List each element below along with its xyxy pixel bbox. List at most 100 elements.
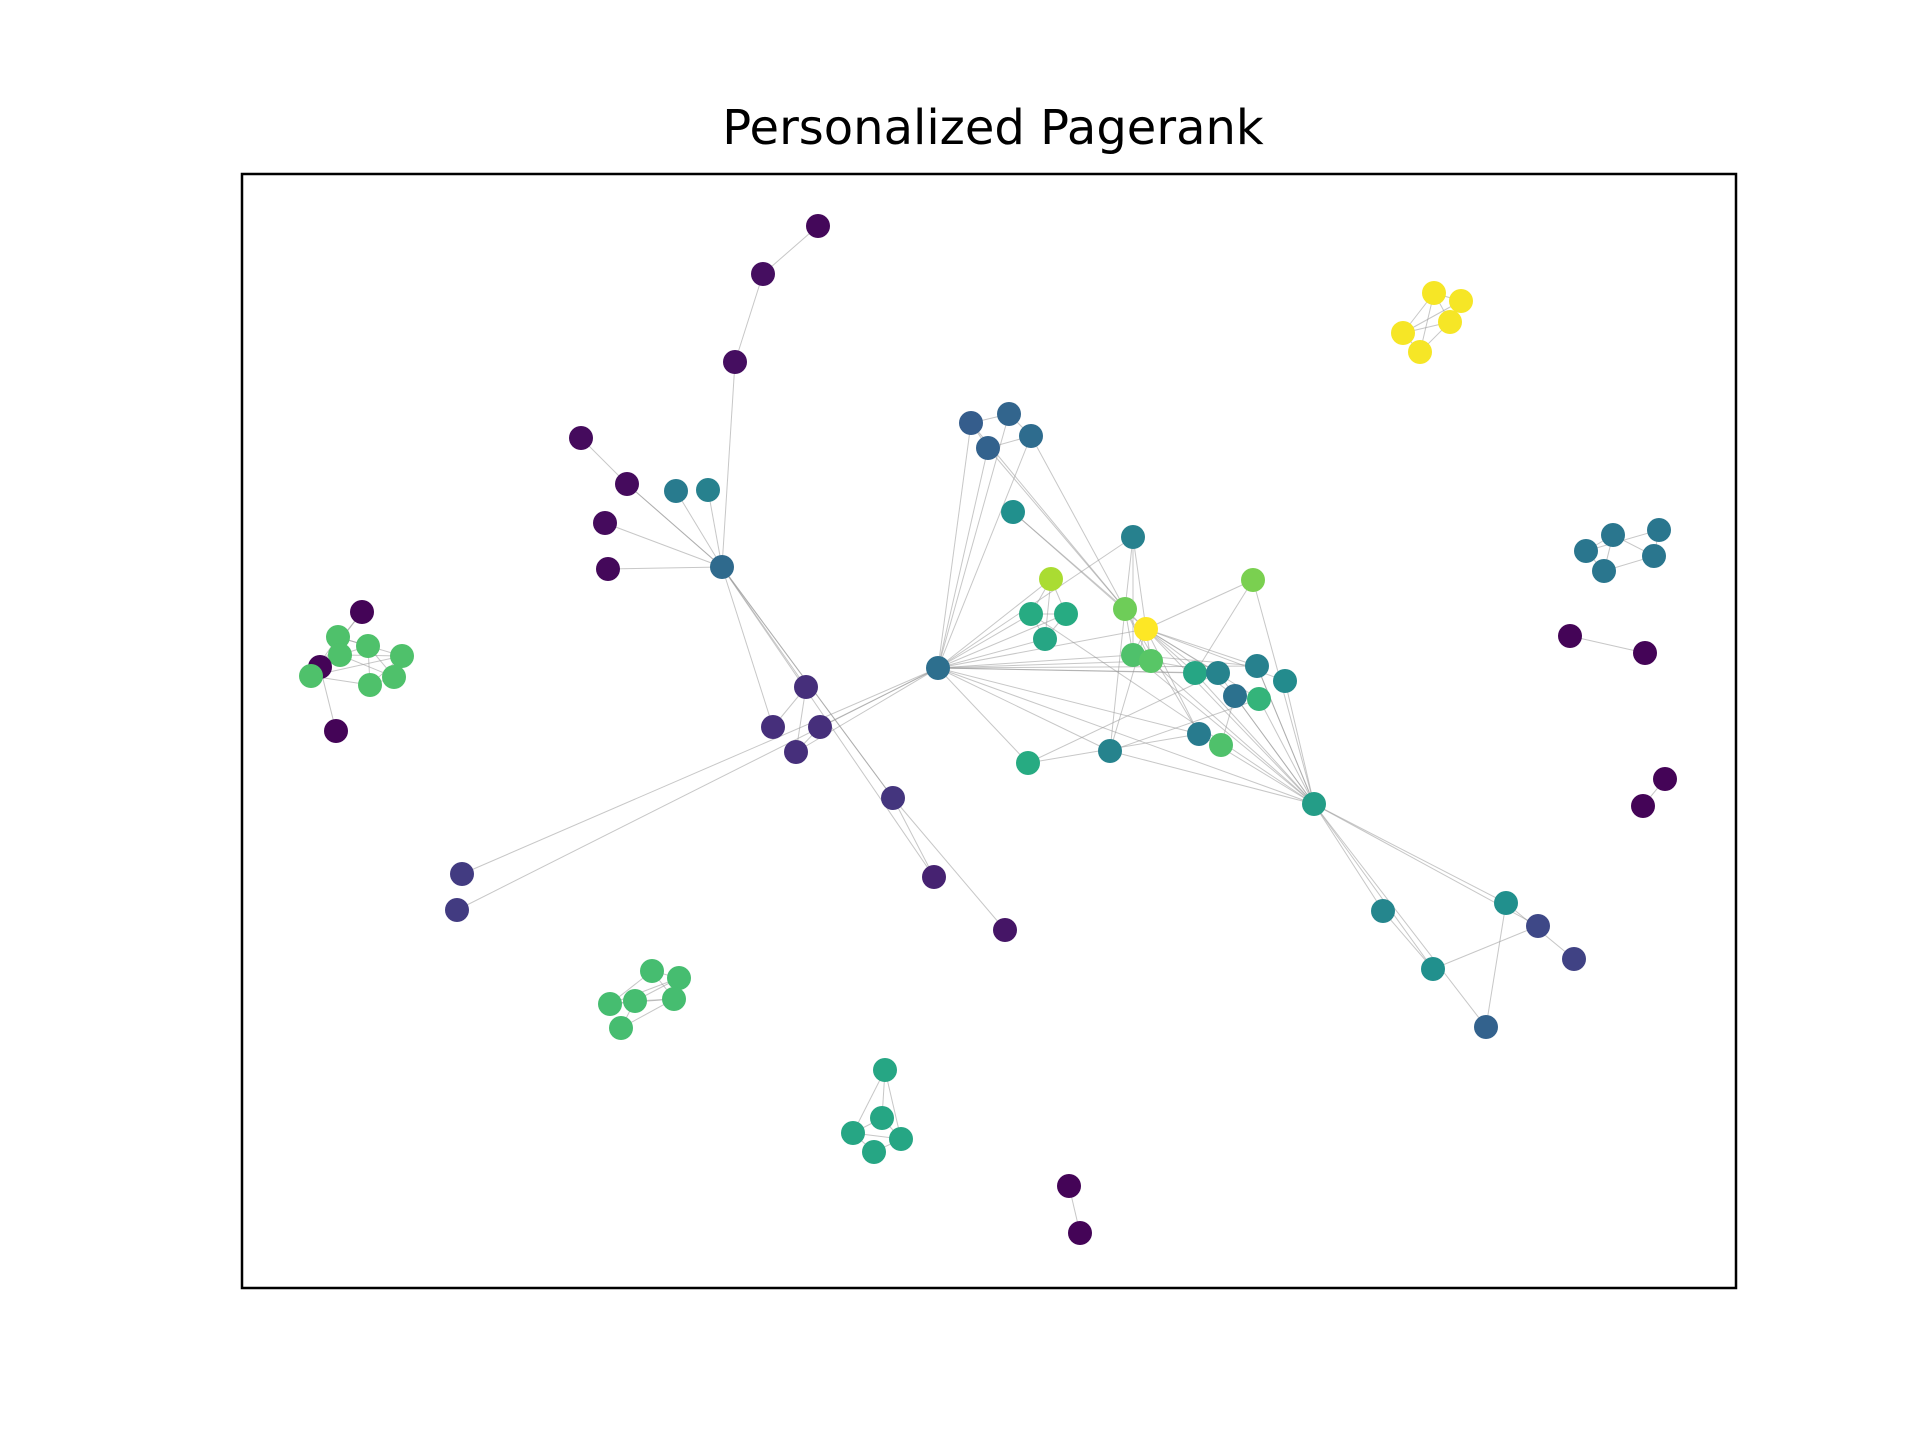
graph-edge	[1313, 803, 1487, 1028]
graph-node	[1033, 627, 1057, 651]
graph-node	[664, 479, 688, 503]
graph-node	[1187, 722, 1211, 746]
graph-edge	[937, 667, 1111, 752]
graph-edge	[675, 490, 723, 568]
graph-edge	[937, 413, 1010, 669]
graph-node	[761, 715, 785, 739]
graph-node	[1449, 289, 1473, 313]
graph-node	[1653, 767, 1677, 791]
graph-node	[598, 992, 622, 1016]
graph-node	[382, 665, 406, 689]
graph-edge	[937, 447, 989, 669]
graph-edge	[1124, 536, 1134, 610]
graph-node	[1019, 602, 1043, 626]
graph-node	[1647, 518, 1671, 542]
graph-node	[1241, 568, 1265, 592]
graph-node	[710, 555, 734, 579]
graph-edge	[1194, 672, 1315, 805]
graph-edge	[1030, 613, 1315, 805]
graph-node	[615, 472, 639, 496]
graph-edge	[1132, 536, 1147, 630]
graph-node	[1223, 684, 1247, 708]
graph-edge	[892, 797, 935, 878]
graph-edge	[1382, 910, 1434, 970]
nodes-group	[299, 214, 1677, 1245]
graph-node	[696, 478, 720, 502]
graph-node	[445, 898, 469, 922]
graph-node	[596, 557, 620, 581]
graph-edge	[1145, 628, 1258, 667]
graph-edge	[1132, 654, 1315, 805]
graph-node	[922, 865, 946, 889]
graph-edge	[937, 638, 1046, 669]
graph-node	[889, 1127, 913, 1151]
graph-node	[751, 262, 775, 286]
graph-edge	[937, 660, 1152, 669]
graph-node	[1562, 947, 1586, 971]
graph-edge	[626, 483, 723, 568]
graph-edge	[892, 797, 1006, 931]
graph-node	[806, 214, 830, 238]
graph-node	[862, 1140, 886, 1164]
graph-edge	[734, 273, 764, 363]
graph-edge	[607, 566, 723, 570]
graph-node	[1057, 1174, 1081, 1198]
graph-node	[870, 1106, 894, 1130]
graph-edge	[987, 447, 1126, 610]
graph-node	[350, 600, 374, 624]
graph-node	[841, 1121, 865, 1145]
graph-edge	[937, 536, 1134, 669]
graph-node	[1183, 661, 1207, 685]
graph-node	[667, 966, 691, 990]
graph-node	[1558, 624, 1582, 648]
graph-node	[723, 350, 747, 374]
graph-edge	[1485, 902, 1507, 1028]
graph-edge	[721, 361, 736, 568]
graph-node	[1016, 751, 1040, 775]
graph-edge	[1145, 628, 1200, 735]
graph-edge	[1150, 660, 1315, 805]
graph-node	[358, 673, 382, 697]
graph-node	[1302, 792, 1326, 816]
graph-node	[873, 1058, 897, 1082]
graph-node	[1601, 523, 1625, 547]
graph-edge	[707, 489, 723, 568]
graph-node	[390, 644, 414, 668]
graph-node	[326, 625, 350, 649]
graph-node	[1209, 733, 1233, 757]
graph-node	[1422, 281, 1446, 305]
graph-edge	[1030, 435, 1126, 610]
graph-node	[1098, 739, 1122, 763]
graph-edge	[937, 667, 1315, 805]
graph-node	[324, 719, 348, 743]
graph-edge	[1145, 579, 1254, 630]
graph-node	[569, 426, 593, 450]
graph-node	[1068, 1221, 1092, 1245]
chart-title: Personalized Pagerank	[722, 100, 1264, 156]
graph-edge	[1258, 698, 1315, 805]
graph-node	[1371, 899, 1395, 923]
graph-node	[1494, 891, 1518, 915]
graph-edge	[604, 522, 723, 568]
graph-node	[356, 634, 380, 658]
graph-node	[959, 411, 983, 435]
graph-edge	[1313, 803, 1507, 904]
graph-edge	[1569, 635, 1646, 654]
graph-edge	[721, 566, 774, 728]
graph-edge	[456, 667, 939, 911]
graph-node	[1039, 567, 1063, 591]
graph-node	[1019, 424, 1043, 448]
graph-node	[1001, 500, 1025, 524]
graph-node	[1134, 617, 1158, 641]
graph-edge	[1234, 695, 1315, 805]
graph-node	[328, 643, 352, 667]
graph-node	[1574, 539, 1598, 563]
graph-edge	[1194, 579, 1254, 674]
graph-node	[1526, 914, 1550, 938]
graph-edge	[937, 435, 1032, 669]
graph-edge	[937, 422, 972, 669]
graph-edge	[609, 977, 680, 1005]
graph-edge	[1313, 803, 1384, 912]
